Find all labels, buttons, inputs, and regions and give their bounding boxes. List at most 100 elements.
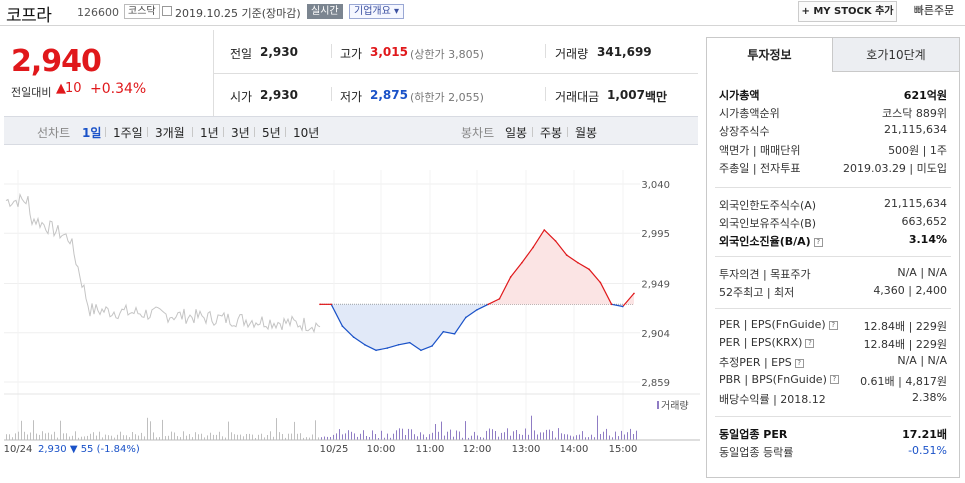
volume-bar [126, 435, 127, 440]
prev-day-arrow: ▼ [67, 444, 78, 455]
volume-bar [24, 431, 25, 440]
volume-bar [339, 429, 340, 440]
tab-orderbook[interactable]: 호가10단계 [833, 38, 959, 72]
quick-order-button[interactable]: 빠른주문 [913, 4, 955, 17]
y-tick-label: 2,859 [641, 378, 670, 389]
x-tick-label: 14:00 [560, 444, 589, 455]
volume-bar [609, 435, 610, 440]
price-segment [521, 247, 534, 264]
high-value: 3,015 [370, 45, 408, 59]
volume-bar [285, 437, 286, 440]
low-label: 저가 [340, 90, 363, 104]
prev-day-close: 2,930 [38, 444, 67, 455]
invest-row-label: 외국인소진율(B/A) [719, 235, 811, 249]
volume-bar [189, 434, 190, 440]
price-point [487, 303, 490, 306]
volume-bar [108, 435, 109, 440]
x-tick-label: 11:00 [416, 444, 445, 455]
volume-bar [438, 431, 439, 440]
help-icon[interactable]: ? [813, 237, 823, 247]
y-tick-label: 3,040 [641, 180, 670, 191]
candle-daily[interactable]: 일봉 [505, 126, 528, 140]
realtime-button[interactable]: 실시간 [307, 4, 343, 19]
volume-bar [96, 435, 97, 440]
volume-bar [264, 437, 265, 440]
price-segment [622, 293, 635, 307]
add-mystock-button[interactable]: + MY STOCK 추가 [798, 1, 897, 22]
help-icon[interactable]: ? [829, 375, 839, 385]
price-point [420, 349, 422, 352]
period-1w[interactable]: 1주일 [113, 126, 143, 140]
price-segment [454, 317, 467, 335]
invest-row: PER | EPS(FnGuide)? 12.84배 | 229원 [719, 316, 947, 334]
price-segment [342, 325, 355, 338]
invest-row-value: -0.51% [908, 444, 947, 458]
company-name[interactable]: 코프라 [6, 6, 52, 26]
price-chart[interactable]: 거래량 3,040 2,995 2,949 2,904 2,859 10/24 10/25 1… [0, 150, 700, 483]
volume-bar [186, 435, 187, 440]
volume-bar [30, 432, 31, 440]
volume-bar [459, 431, 460, 440]
volume-bar [150, 421, 151, 440]
invest-row-value: 2.38% [912, 390, 947, 404]
price-segment [420, 345, 433, 351]
volume-bar [57, 437, 58, 440]
volume-bar [315, 420, 316, 440]
volume-bar [537, 434, 538, 440]
price-segment [555, 240, 568, 256]
volume-bar [360, 433, 361, 440]
price-segment [566, 254, 579, 264]
change-percent: +0.34% [90, 81, 147, 97]
volume-bar [18, 431, 19, 440]
tab-invest-info[interactable]: 투자정보 [707, 38, 833, 72]
invest-row-value: N/A | N/A [897, 266, 947, 279]
volume-bar [177, 436, 178, 440]
period-1d[interactable]: 1일 [82, 126, 102, 140]
volume-bar [60, 420, 61, 440]
price-point [599, 281, 602, 284]
volume-bar [276, 418, 277, 440]
invest-row-label: 동일업종 등락률 [719, 446, 794, 460]
candle-weekly[interactable]: 주봉 [540, 126, 563, 140]
volume-bar [516, 430, 517, 440]
invest-row-value: 17.21배 [902, 428, 947, 441]
change-label: 전일대비 [11, 86, 52, 99]
help-icon[interactable]: ? [794, 358, 804, 368]
period-5y[interactable]: 5년 [262, 126, 281, 140]
period-3y[interactable]: 3년 [231, 126, 250, 140]
volume-bar [477, 435, 478, 440]
help-icon[interactable]: ? [828, 320, 838, 330]
prev-close-value: 2,930 [260, 45, 298, 59]
volume-bar [306, 437, 307, 440]
x-tick-label: 10:00 [367, 444, 396, 455]
volume-bar [405, 435, 406, 440]
volume-bar [558, 428, 559, 440]
period-3m[interactable]: 3개월 [155, 126, 185, 140]
volume-bar [435, 424, 436, 440]
volume-bar [573, 436, 574, 440]
volume-bar [345, 433, 346, 440]
price-segment [409, 342, 422, 351]
invest-row: 시가총액순위 코스닥 889위 [719, 103, 947, 121]
invest-row-label: 상장주식수 [719, 125, 770, 139]
price-segment [465, 309, 478, 318]
volume-bar [498, 436, 499, 440]
volume-bar [510, 435, 511, 440]
period-1y[interactable]: 1년 [200, 126, 219, 140]
invest-row-label: 동일업종 PER [719, 428, 788, 441]
invest-row: PER | EPS(KRX)? 12.84배 | 229원 [719, 334, 947, 352]
invest-row-label: 투자의견 | 목표주가 [719, 268, 811, 281]
volume-bar [549, 429, 550, 440]
volume-bar [363, 430, 364, 440]
volume-bar [507, 428, 508, 440]
candle-monthly[interactable]: 월봉 [575, 126, 598, 140]
open-value: 2,930 [260, 88, 298, 102]
volume-bar [342, 434, 343, 440]
period-10y[interactable]: 10년 [293, 126, 320, 140]
help-icon[interactable]: ? [805, 338, 815, 348]
company-overview-button[interactable]: 기업개요 ▾ [349, 4, 405, 19]
volume-bar [552, 431, 553, 440]
volume-bar [114, 437, 115, 440]
volume-bar [294, 421, 295, 440]
divider [545, 44, 546, 58]
